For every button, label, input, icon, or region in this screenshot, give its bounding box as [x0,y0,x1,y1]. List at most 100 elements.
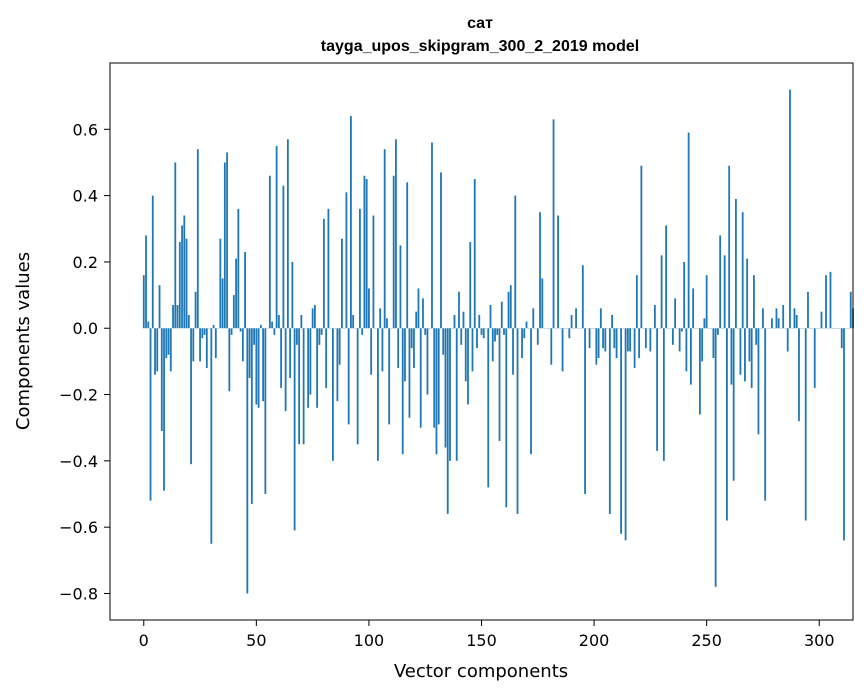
bar-216 [629,328,631,352]
bar-28 [205,328,208,369]
bar-58 [273,328,276,335]
bar-84 [332,328,334,461]
bar-119 [410,328,413,349]
bar-16 [178,242,181,329]
bar-256 [719,235,722,329]
bar-156 [494,328,496,342]
bar-220 [638,328,641,359]
bar-228 [656,328,659,451]
bar-32 [214,328,217,359]
bar-3 [149,328,152,501]
bar-108 [386,318,388,329]
bar-9 [163,328,165,491]
bar-113 [397,328,400,369]
bar-145 [469,242,472,329]
bar-295 [807,291,809,329]
bar-60 [277,314,280,329]
bar-250 [705,275,708,329]
bar-267 [744,328,746,382]
bar-271 [753,275,755,329]
bar-166 [516,328,519,514]
bar-114 [399,245,402,329]
bar-62 [282,185,285,329]
bar-100 [368,288,370,329]
bar-11 [167,328,170,355]
bar-202 [597,328,600,359]
bar-212 [620,328,622,534]
bar-31 [212,324,215,329]
bar-282 [777,318,780,329]
bar-189 [568,328,571,339]
bar-132 [440,172,442,329]
bar-263 [735,198,737,329]
bar-14 [174,162,177,329]
bar-144 [467,328,469,405]
bar-50 [255,328,258,405]
bar-143 [464,328,467,382]
bar-170 [525,321,528,329]
bar-276 [764,328,767,501]
bar-305 [829,271,832,329]
bar-104 [377,328,379,461]
bar-157 [496,328,499,335]
bar-15 [176,305,179,329]
bar-138 [453,314,456,329]
bar-64 [286,139,289,329]
bar-93 [352,314,355,329]
y-tick-label: 0.2 [73,253,98,272]
bar-61 [280,328,283,388]
bar-87 [338,328,341,365]
bar-301 [820,311,823,329]
bar-253 [712,328,715,359]
bar-130 [435,328,438,455]
bar-303 [825,275,827,329]
bar-86 [336,328,339,402]
x-tick-label: 300 [804,631,835,650]
bar-195 [581,265,584,329]
bar-314 [849,291,852,329]
bar-219 [635,275,638,329]
bar-101 [370,328,373,375]
bar-203 [599,308,602,329]
bar-134 [444,328,447,448]
bar-168 [521,328,523,359]
bar-76 [313,305,316,329]
bar-284 [782,305,785,329]
bar-238 [678,328,681,352]
x-tick-label: 150 [466,631,497,650]
bar-59 [275,145,278,329]
bar-149 [478,314,481,329]
bar-298 [813,328,816,388]
bar-205 [604,328,607,352]
bar-4 [151,195,154,329]
bar-81 [325,328,328,388]
bar-109 [388,328,391,425]
bar-172 [530,328,532,455]
bar-6 [156,328,159,372]
bar-117 [406,182,409,329]
bar-184 [557,215,559,329]
bar-162 [507,291,510,329]
bar-17 [181,225,183,329]
bar-96 [359,208,361,329]
bar-259 [726,328,728,521]
bar-series [142,89,854,594]
bar-148 [476,328,478,349]
y-tick-label: −0.6 [59,518,98,537]
bar-107 [383,149,386,329]
bar-20 [187,314,190,329]
bar-39 [230,328,233,335]
bar-126 [426,328,429,395]
bar-30 [210,328,213,544]
bar-160 [503,328,505,335]
bar-231 [662,328,665,461]
bar-215 [626,328,629,352]
bar-236 [674,298,677,329]
bar-159 [500,301,503,329]
bar-289 [793,308,796,329]
bar-48 [250,328,253,504]
bar-79 [320,328,323,335]
y-tick-label: 0.6 [73,120,98,139]
bar-35 [221,278,224,329]
bar-49 [253,328,255,345]
